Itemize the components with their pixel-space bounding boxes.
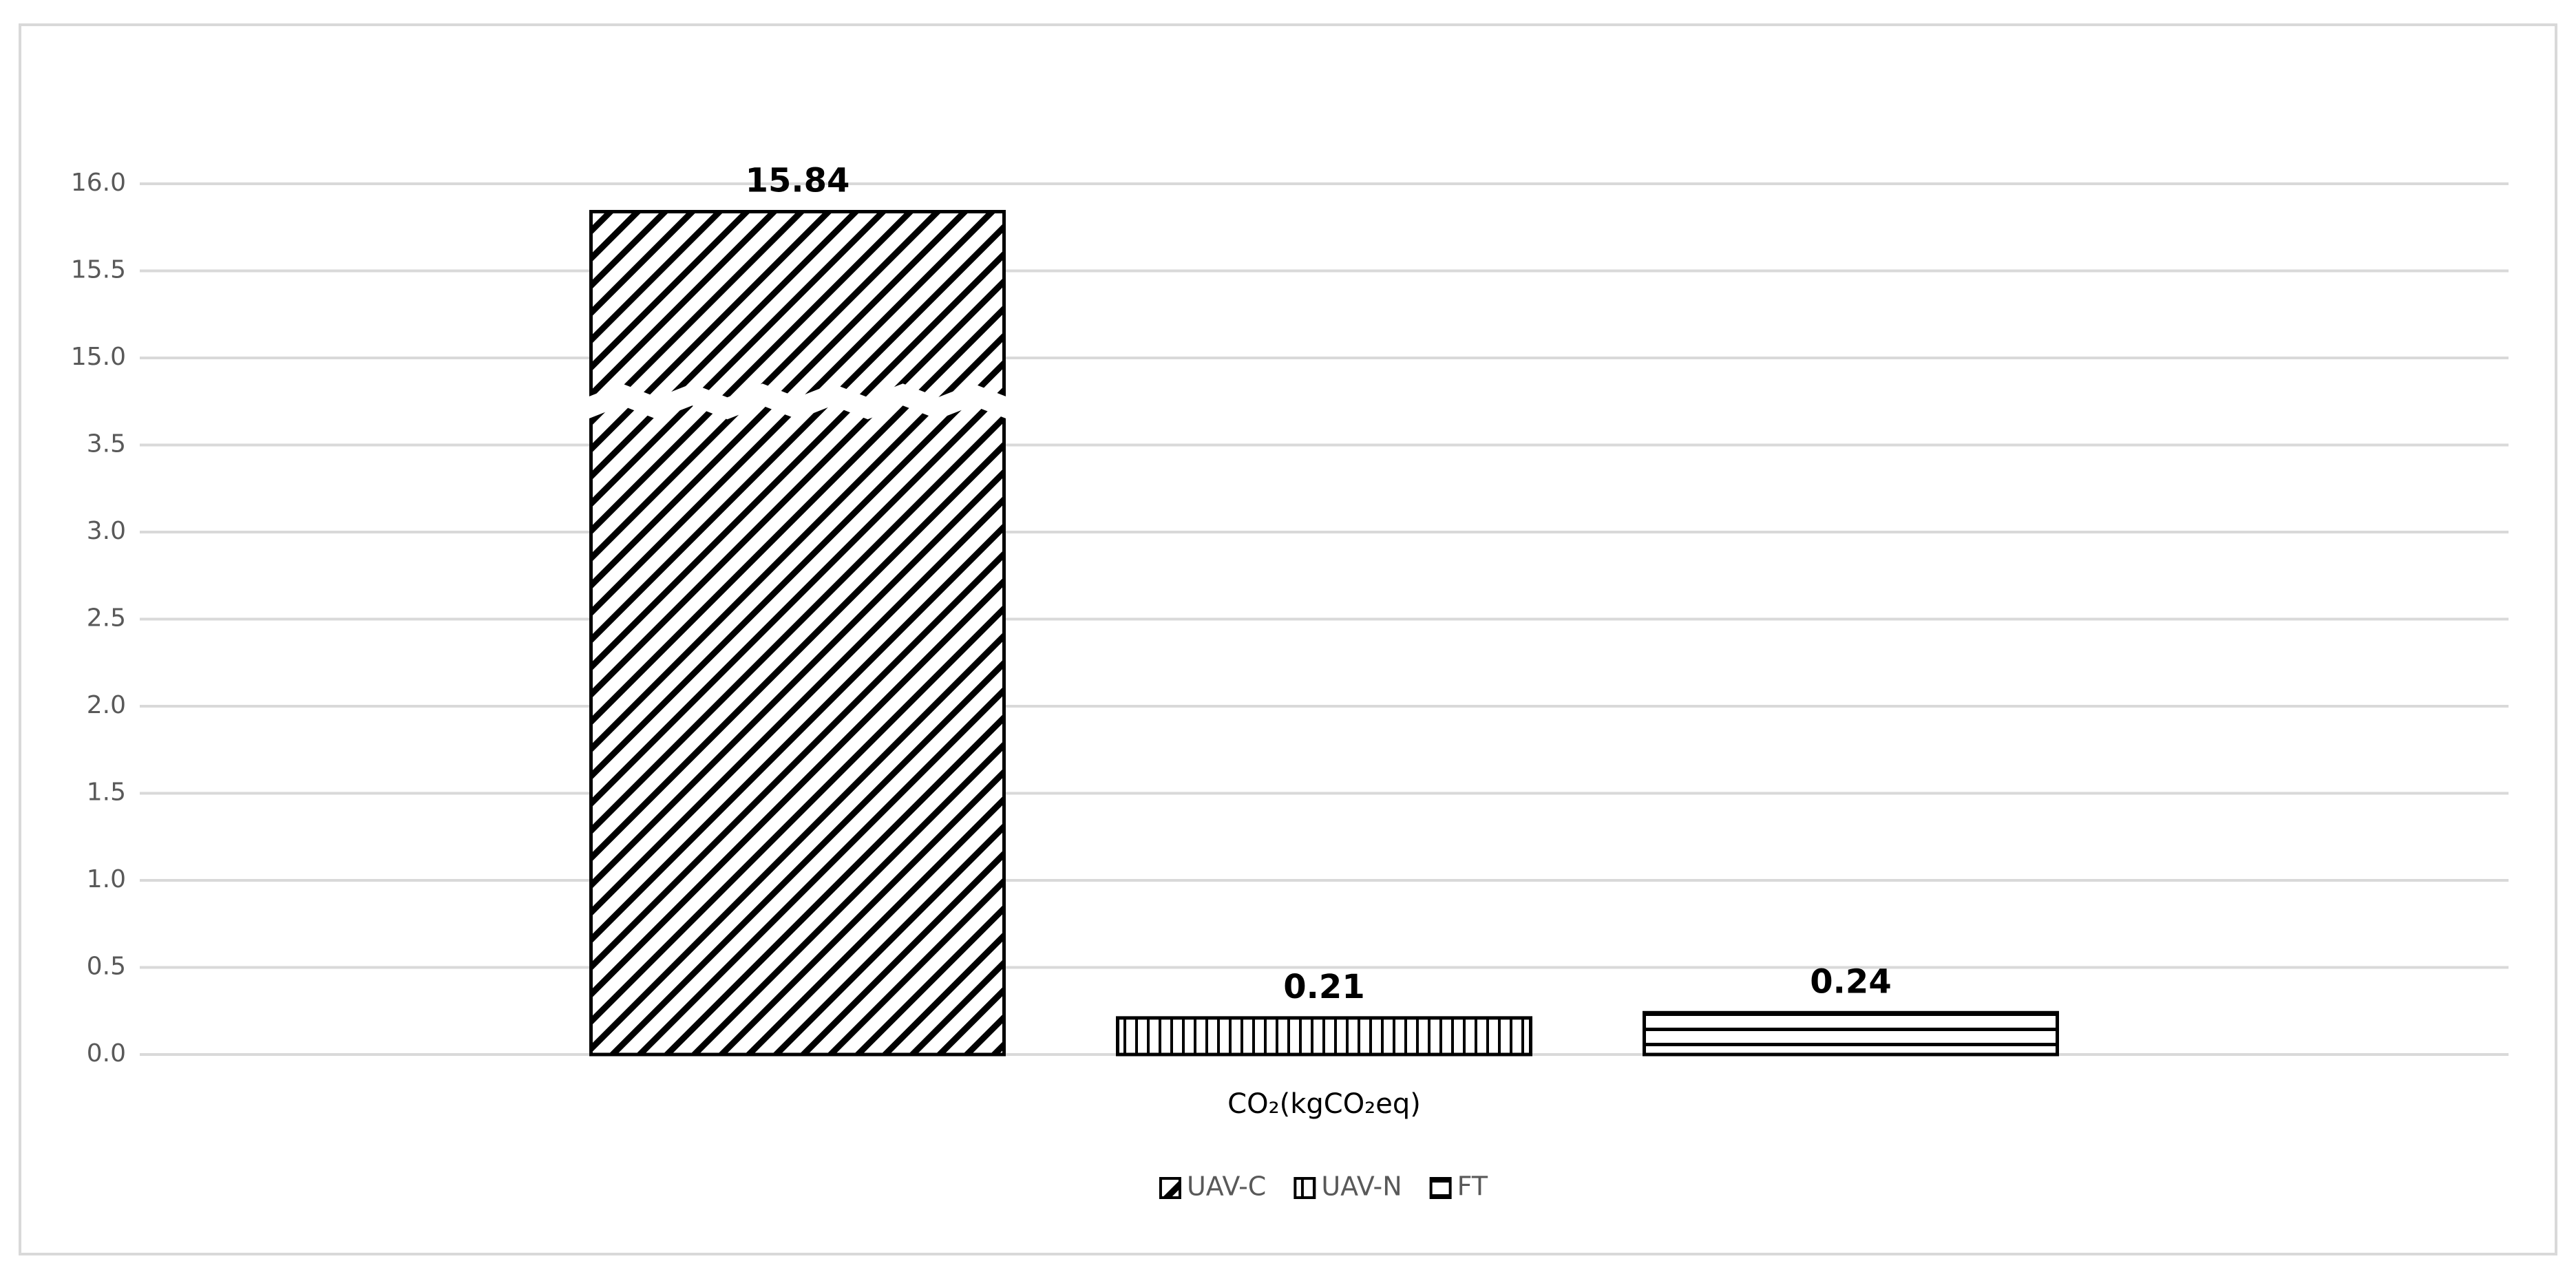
bar [1643,1010,2059,1057]
value-label: 0.21 [1283,968,1364,1006]
y-tick-label: 1.0 [87,865,126,893]
y-tick-label: 16.0 [71,169,126,197]
y-tick-label: 2.0 [87,691,126,719]
y-tick-label: 15.0 [71,343,126,371]
x-tick-label: CO₂(kgCO₂eq) [1227,1088,1421,1120]
legend-label: UAV-C [1187,1172,1266,1202]
legend-swatch [1294,1177,1316,1199]
value-label: 0.24 [1810,962,1891,1001]
y-tick-label: 0.5 [87,953,126,981]
bar [589,209,1006,1057]
y-tick-label: 15.5 [71,256,126,284]
y-tick-label: 2.5 [87,604,126,633]
bar [1116,1016,1532,1057]
legend-swatch [1429,1177,1452,1199]
y-tick-label: 0.0 [87,1039,126,1068]
legend-label: FT [1457,1172,1488,1202]
y-tick-label: 3.0 [87,517,126,545]
y-tick-label: 1.5 [87,778,126,807]
axis-break [587,383,1009,420]
legend-swatch [1159,1177,1181,1199]
value-label: 15.84 [746,161,850,200]
y-tick-label: 3.5 [87,430,126,458]
chart-border [19,23,2557,1255]
legend: UAV-C UAV-N FT [1159,1172,1488,1202]
legend-label: UAV-N [1321,1172,1402,1202]
